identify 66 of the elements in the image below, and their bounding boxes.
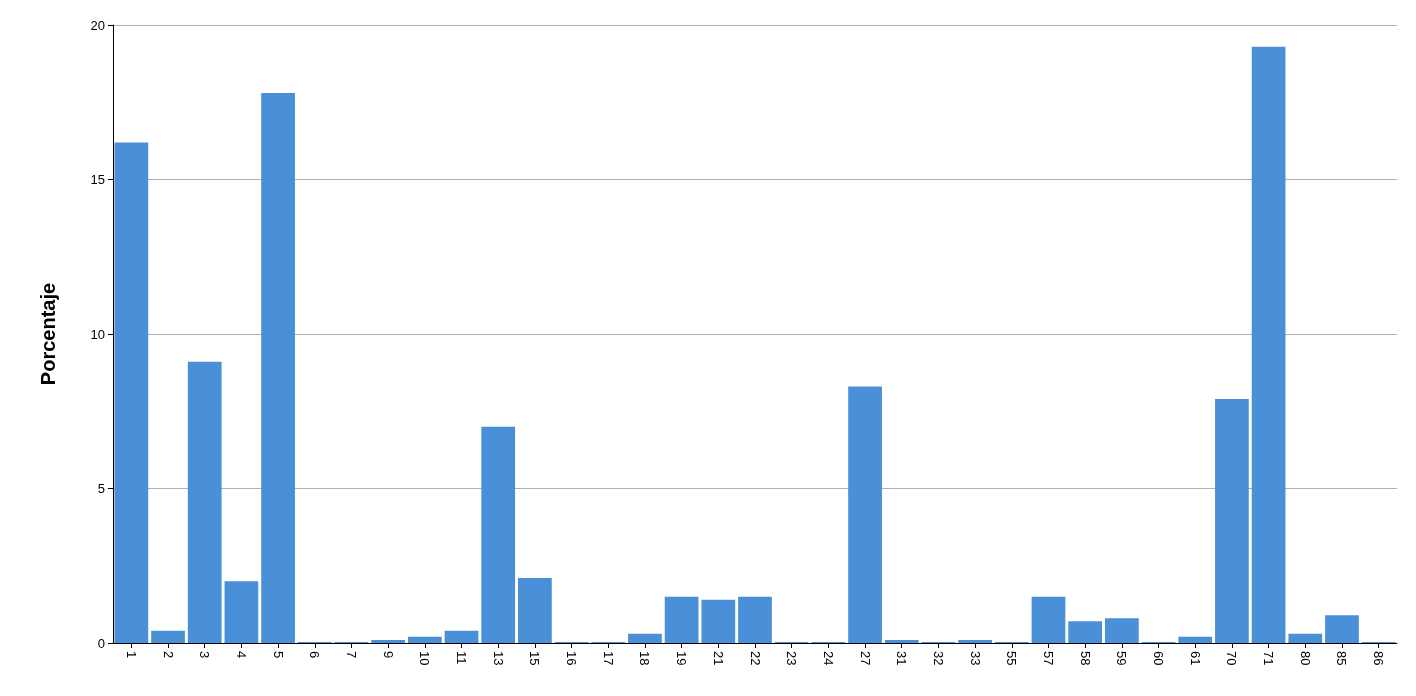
bar (1104, 618, 1139, 643)
y-tick-label: 15 (90, 172, 105, 187)
bar (1178, 636, 1213, 643)
x-tick-label: 18 (637, 651, 653, 666)
x-tick-label: 21 (710, 651, 726, 666)
x-tick-label: 60 (1151, 651, 1167, 666)
x-tick-label: 27 (857, 651, 873, 666)
x-tick-label: 13 (490, 651, 506, 666)
x-tick-label: 2 (160, 651, 176, 659)
bar (518, 578, 552, 643)
bar (371, 639, 406, 643)
y-tick-label: 10 (90, 326, 105, 342)
x-tick-label: 10 (417, 651, 433, 666)
y-axis-title: Porcentaje (37, 282, 59, 386)
x-tick-label: 33 (967, 651, 983, 666)
x-tick-label: 22 (747, 651, 763, 666)
x-tick-label: 85 (1334, 651, 1350, 666)
x-tick-label: 4 (233, 651, 249, 659)
bar (114, 142, 149, 643)
bar (407, 636, 442, 643)
x-tick-label: 55 (1004, 651, 1020, 666)
bar (187, 361, 222, 643)
x-tick-label: 57 (1040, 651, 1056, 666)
bar (444, 630, 479, 643)
x-tick-label: 19 (674, 651, 690, 666)
bar (261, 92, 295, 643)
x-tick-label: 23 (784, 651, 800, 666)
x-tick-label: 16 (564, 651, 580, 666)
bar (738, 596, 772, 643)
x-tick-label: 15 (527, 651, 543, 666)
bar (958, 639, 992, 643)
x-tick-label: 58 (1077, 651, 1093, 666)
bar (848, 386, 882, 643)
y-tick-label: 5 (97, 481, 105, 496)
x-tick-label: 31 (894, 651, 910, 666)
x-tick-label: 3 (197, 651, 213, 659)
x-tick-label: 61 (1187, 651, 1203, 666)
bar (224, 581, 259, 643)
y-tick-label: 0 (97, 635, 105, 651)
x-tick-label: 24 (820, 651, 836, 666)
bar (481, 426, 516, 643)
bar (1288, 633, 1323, 643)
x-tick-label: 5 (270, 651, 286, 659)
x-tick-label: 1 (123, 651, 139, 659)
x-tick-label: 7 (343, 651, 359, 659)
x-tick-label: 70 (1224, 651, 1240, 666)
bar (1251, 46, 1286, 643)
bar (151, 630, 185, 643)
x-tick-label: 86 (1371, 651, 1387, 666)
bar (701, 599, 736, 643)
x-tick-label: 6 (307, 651, 323, 659)
bar (1215, 398, 1249, 643)
x-tick-label: 9 (380, 651, 396, 659)
bar (1325, 615, 1359, 643)
bar (628, 633, 662, 643)
bar (884, 639, 919, 643)
x-tick-label: 71 (1261, 651, 1277, 666)
y-tick-label: 20 (90, 17, 105, 33)
bar (1068, 621, 1103, 643)
x-tick-label: 17 (600, 651, 616, 666)
bar (664, 596, 699, 643)
x-tick-label: 32 (930, 651, 946, 666)
bar (1031, 596, 1066, 643)
x-tick-label: 59 (1114, 651, 1130, 666)
x-tick-label: 80 (1297, 651, 1313, 666)
x-tick-label: 11 (454, 651, 470, 665)
